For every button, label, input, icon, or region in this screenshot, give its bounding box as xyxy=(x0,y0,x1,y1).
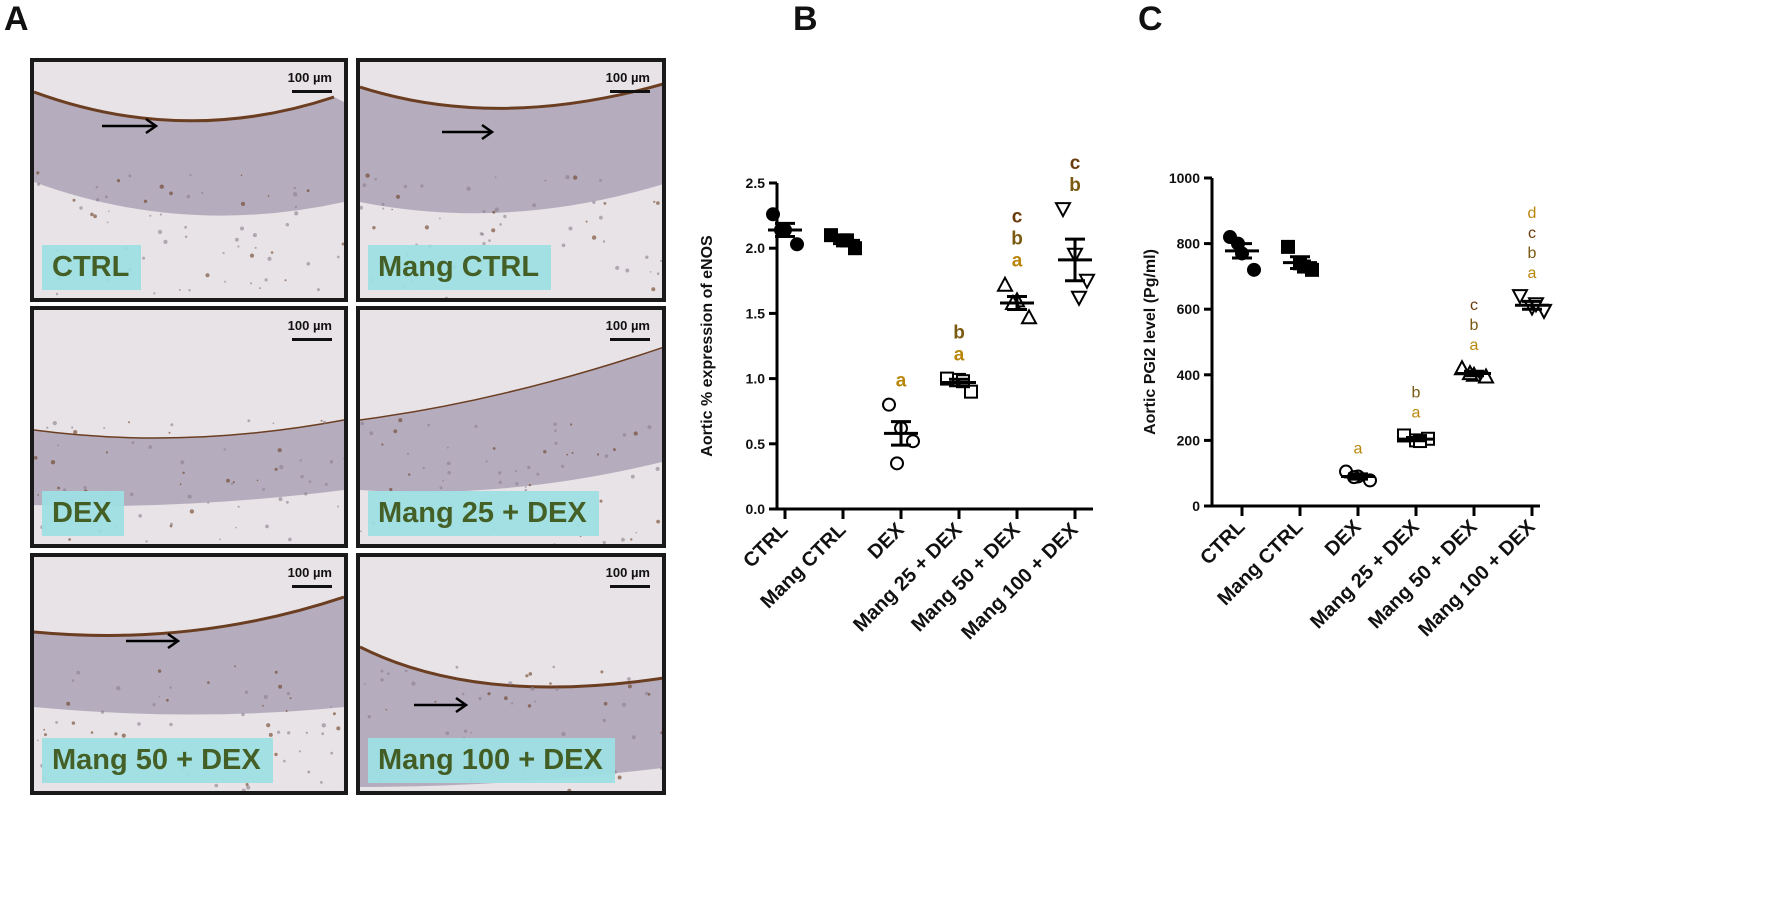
micrograph-mang100-dex: 100 µm Mang 100 + DEX xyxy=(356,553,666,795)
significance-letter: a xyxy=(1412,404,1421,421)
panel-letter-a: A xyxy=(4,0,29,38)
micrograph-dex: 100 µm DEX xyxy=(30,306,348,548)
data-point xyxy=(790,237,804,252)
x-tick-label: CTRL xyxy=(739,519,792,572)
y-tick-label: 2.0 xyxy=(746,240,766,256)
scale-bar xyxy=(610,585,650,588)
x-tick-label: DEX xyxy=(864,519,909,564)
y-tick-label: 1.5 xyxy=(746,305,766,321)
group-label: Mang CTRL xyxy=(368,245,552,290)
significance-letter: a xyxy=(954,345,965,366)
data-point xyxy=(1070,290,1088,307)
chart-eNOS: 0.0 0.5 1.0 1.5 2.0 2.5 Aortic % expression of… xyxy=(699,153,1096,644)
panel-letter-b: B xyxy=(793,0,818,38)
significance-letter: b xyxy=(1470,317,1479,334)
data-point xyxy=(1054,202,1072,219)
significance-letter: b xyxy=(1011,229,1023,250)
data-point xyxy=(1020,308,1038,325)
x-tick-label: CTRL xyxy=(1196,516,1249,569)
scale-bar-label: 100 µm xyxy=(287,318,332,333)
y-axis-label: Aortic % expression of eNOS xyxy=(699,235,716,457)
significance-letter: c xyxy=(1012,207,1023,228)
y-tick-label: 2.5 xyxy=(746,175,766,191)
micrograph-mang25-dex: 100 µm Mang 25 + DEX xyxy=(356,306,666,548)
scale-bar-label: 100 µm xyxy=(605,318,650,333)
micrograph-mang50-dex: 100 µm Mang 50 + DEX xyxy=(30,553,348,795)
scale-bar xyxy=(610,90,650,93)
significance-letter: a xyxy=(1354,441,1363,458)
significance-letter: d xyxy=(1528,205,1537,222)
tissue-section xyxy=(34,310,344,544)
scale-bar xyxy=(292,585,332,588)
significance-letter: b xyxy=(1528,245,1537,262)
y-tick-label: 1.0 xyxy=(746,371,766,387)
significance-letter: c xyxy=(1470,297,1478,314)
scale-bar-label: 100 µm xyxy=(287,565,332,580)
significance-letter: c xyxy=(1070,153,1081,174)
y-tick-label: 0.0 xyxy=(746,501,766,517)
group-label: Mang 100 + DEX xyxy=(368,738,615,783)
micrograph-mang-ctrl: 100 µm Mang CTRL xyxy=(356,58,666,302)
group-label: Mang 25 + DEX xyxy=(368,491,599,536)
scale-bar-label: 100 µm xyxy=(605,70,650,85)
tissue-section xyxy=(34,62,344,298)
data-point xyxy=(1281,239,1295,254)
y-tick-label: 1000 xyxy=(1169,170,1200,186)
significance-letter: a xyxy=(1470,337,1479,354)
scale-bar xyxy=(292,338,332,341)
data-point xyxy=(1247,262,1261,277)
data-point xyxy=(964,384,978,399)
y-tick-label: 200 xyxy=(1177,432,1201,448)
micrograph-ctrl: 100 µm CTRL xyxy=(30,58,348,302)
y-tick-label: 800 xyxy=(1177,236,1201,252)
group-label: Mang 50 + DEX xyxy=(42,738,273,783)
y-tick-label: 0 xyxy=(1192,498,1200,514)
data-point xyxy=(766,207,780,222)
y-tick-label: 0.5 xyxy=(746,436,766,452)
significance-letter: a xyxy=(1528,265,1537,282)
group-label: CTRL xyxy=(42,245,142,290)
chart-pgi2: 0 200 400 600 800 1000 Aortic PGI2 level (Pg/m… xyxy=(1142,170,1553,641)
data-point xyxy=(996,275,1014,292)
significance-letter: c xyxy=(1528,225,1536,242)
data-point xyxy=(882,397,896,412)
panel-letter-c: C xyxy=(1138,0,1163,38)
group-label: DEX xyxy=(42,491,124,536)
y-tick-label: 400 xyxy=(1177,367,1201,383)
significance-letter: a xyxy=(896,371,907,392)
data-point xyxy=(1511,289,1529,306)
scale-bar xyxy=(292,90,332,93)
y-tick-label: 600 xyxy=(1177,301,1201,317)
significance-letter: b xyxy=(1412,384,1421,401)
data-point xyxy=(890,456,904,471)
significance-letter: b xyxy=(953,323,965,344)
scale-bar-label: 100 µm xyxy=(605,565,650,580)
scale-bar xyxy=(610,338,650,341)
y-axis-label: Aortic PGI2 level (Pg/ml) xyxy=(1142,249,1159,435)
x-tick-label: DEX xyxy=(1321,516,1366,561)
significance-letter: a xyxy=(1012,251,1023,272)
scale-bar-label: 100 µm xyxy=(287,70,332,85)
significance-letter: b xyxy=(1069,175,1081,196)
